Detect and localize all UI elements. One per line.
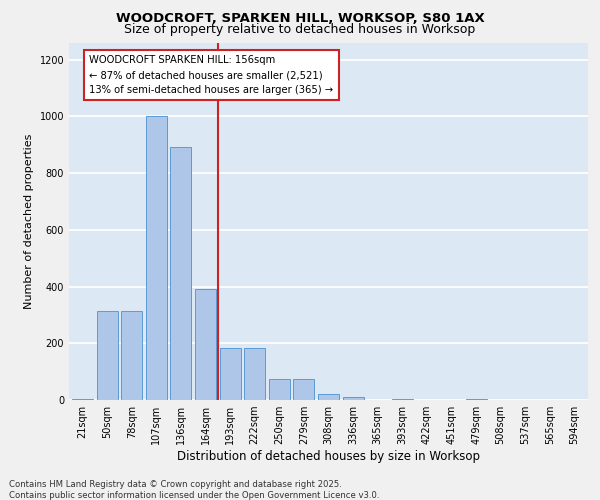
Text: WOODCROFT SPARKEN HILL: 156sqm
← 87% of detached houses are smaller (2,521)
13% : WOODCROFT SPARKEN HILL: 156sqm ← 87% of …: [89, 56, 334, 95]
Text: WOODCROFT, SPARKEN HILL, WORKSOP, S80 1AX: WOODCROFT, SPARKEN HILL, WORKSOP, S80 1A…: [116, 12, 484, 26]
Bar: [170, 148, 191, 400]
Bar: [97, 310, 118, 400]
Y-axis label: Number of detached properties: Number of detached properties: [24, 134, 34, 309]
Bar: [72, 398, 93, 400]
Bar: [269, 378, 290, 400]
Bar: [121, 310, 142, 400]
Bar: [220, 348, 241, 400]
Bar: [195, 290, 216, 400]
Bar: [392, 398, 413, 400]
Bar: [146, 116, 167, 400]
Bar: [244, 348, 265, 400]
Bar: [318, 394, 339, 400]
X-axis label: Distribution of detached houses by size in Worksop: Distribution of detached houses by size …: [177, 450, 480, 463]
Text: Contains HM Land Registry data © Crown copyright and database right 2025.
Contai: Contains HM Land Registry data © Crown c…: [9, 480, 380, 500]
Text: Size of property relative to detached houses in Worksop: Size of property relative to detached ho…: [124, 24, 476, 36]
Bar: [466, 398, 487, 400]
Bar: [343, 397, 364, 400]
Bar: [293, 378, 314, 400]
